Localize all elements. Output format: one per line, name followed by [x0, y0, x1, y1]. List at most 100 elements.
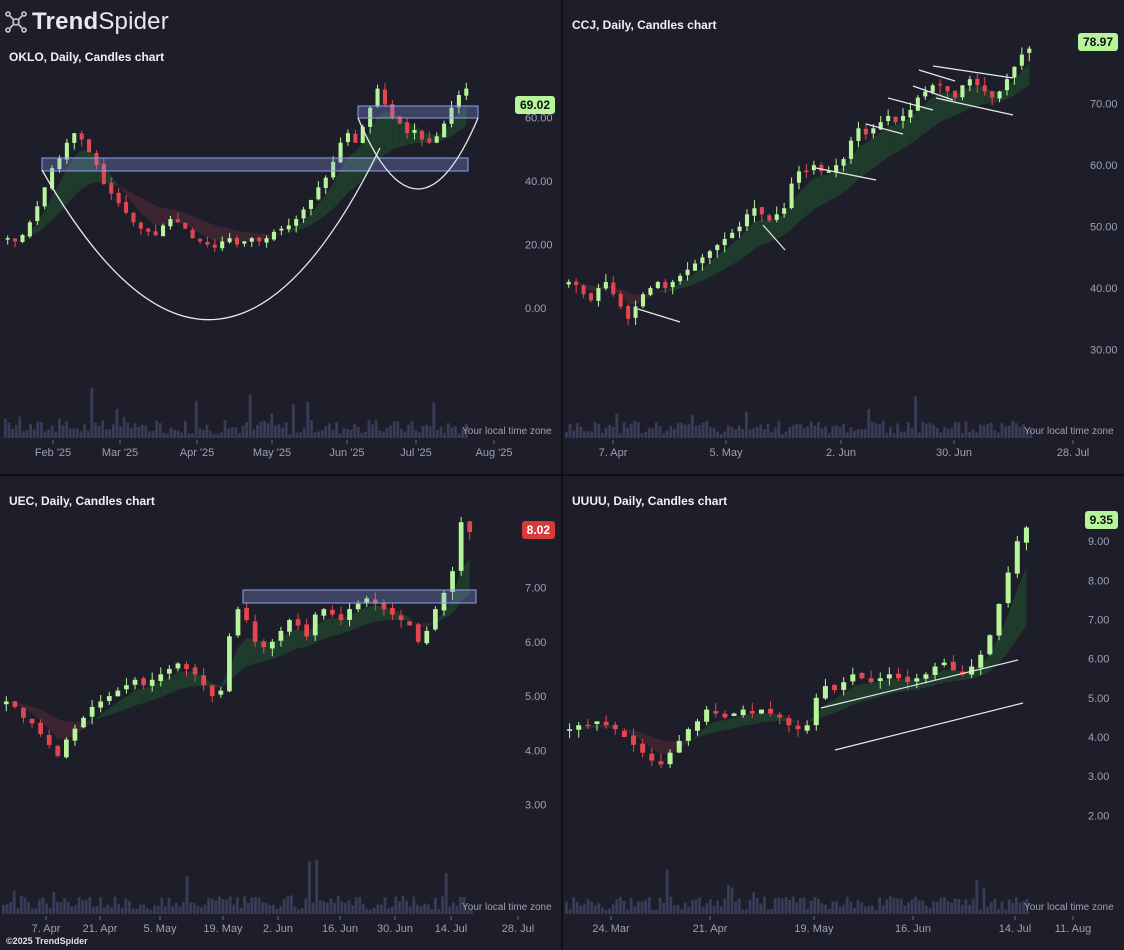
cloud-segment: [739, 229, 747, 261]
candle: [456, 90, 461, 114]
candle: [316, 181, 321, 201]
candle: [905, 669, 911, 690]
cloud-segment: [1014, 71, 1022, 96]
volume-bar: [856, 899, 860, 914]
candle: [132, 677, 138, 690]
candle-body: [381, 603, 387, 610]
candle: [323, 175, 328, 194]
cloud-segment: [323, 618, 333, 639]
x-tick-label: Jul '25: [400, 447, 431, 459]
volume-bar: [374, 420, 378, 438]
x-tick-label: 7. Apr: [599, 447, 628, 459]
volume-bar: [737, 898, 741, 914]
volume-bar: [881, 905, 885, 914]
volume-bar: [282, 899, 286, 914]
volume-bar: [318, 900, 322, 914]
volume-bar: [687, 907, 691, 914]
volume-bar: [791, 424, 795, 438]
volume-bar: [425, 424, 428, 438]
volume-bar: [784, 897, 788, 914]
volume-bar: [192, 902, 196, 914]
volume-bar: [640, 433, 644, 438]
cloud-segment: [776, 214, 785, 239]
flag-line: [815, 167, 877, 181]
timezone-note[interactable]: Your local time zone: [462, 426, 552, 437]
cloud-segment: [49, 713, 58, 739]
chart-panel-ccj[interactable]: CCJ, Daily, Candles chart 70.00 60.00 50.00…: [563, 0, 1124, 474]
volume-bar: [239, 907, 243, 914]
volume-bar: [597, 424, 601, 438]
volume-bar: [185, 876, 189, 914]
candle: [987, 634, 993, 656]
volume-bar: [795, 902, 799, 914]
volume-bar: [450, 427, 454, 438]
candle-body: [38, 722, 43, 735]
candle: [856, 121, 861, 148]
volume-bar: [565, 901, 568, 914]
timezone-note[interactable]: Your local time zone: [1024, 426, 1114, 437]
volume-bar: [432, 402, 436, 438]
candle-body: [759, 207, 764, 215]
trend-cloud: [6, 557, 470, 739]
cloud-segment: [910, 110, 918, 144]
candle-body: [81, 717, 86, 728]
candle-body: [871, 128, 876, 134]
candle-body: [29, 718, 35, 724]
volume-bar: [416, 904, 419, 914]
volume-bar: [288, 433, 292, 438]
candle: [244, 602, 249, 623]
chart-panel-oklo[interactable]: OKLO, Daily, Candles chart 60.00 40.00 20.0…: [0, 0, 561, 474]
last-price-badge: 8.02: [521, 521, 555, 539]
candle: [737, 221, 742, 238]
candle: [1012, 66, 1017, 85]
candle-body: [782, 208, 787, 214]
candle: [146, 227, 151, 237]
volume-bar: [113, 896, 117, 914]
volume-bar: [22, 431, 25, 438]
candle: [450, 566, 455, 600]
volume-bar: [683, 424, 687, 438]
candle: [294, 215, 299, 233]
volume-bar: [669, 896, 673, 914]
volume-bar: [716, 900, 719, 914]
volume-bar: [781, 898, 784, 914]
volume-bar: [914, 896, 917, 914]
candle-body: [257, 237, 262, 242]
flag-line: [865, 123, 904, 135]
candle: [64, 138, 69, 164]
candle-body: [574, 281, 579, 286]
candle: [982, 77, 987, 96]
candle: [355, 600, 361, 612]
cloud-segment: [761, 219, 770, 245]
candle: [55, 744, 61, 758]
candle: [841, 156, 846, 172]
candle-body: [323, 177, 328, 188]
volume-bar: [266, 423, 270, 438]
cloud-segment: [969, 86, 978, 109]
cloud-segment: [200, 219, 208, 238]
cloud-segment: [672, 283, 681, 291]
volume-bar: [655, 909, 658, 914]
candle: [611, 276, 616, 297]
chart-panel-uuuu[interactable]: UUUU, Daily, Candles chart 9.00 8.00 7.00 6.…: [563, 476, 1124, 950]
volume-bar: [910, 428, 914, 438]
timezone-note[interactable]: Your local time zone: [462, 902, 552, 913]
volume-bar: [284, 422, 288, 438]
candle-body: [98, 701, 104, 708]
volume-bar: [619, 896, 622, 914]
timezone-note[interactable]: Your local time zone: [1024, 902, 1114, 913]
chart-panel-uec[interactable]: UEC, Daily, Candles chart 7.00 6.00 5.00 4.0…: [0, 476, 561, 950]
volume-bar: [313, 432, 317, 438]
volume-bar: [626, 427, 629, 438]
y-tick-label: 8.00: [1088, 575, 1109, 587]
copyright-text: ©2025 TrendSpider: [6, 936, 88, 946]
volume-bar: [1022, 424, 1025, 438]
candle: [967, 75, 972, 92]
volume-bar: [252, 428, 256, 438]
candle-body: [295, 619, 301, 626]
volume-bar: [637, 422, 640, 438]
candle: [603, 274, 608, 291]
volume-bar: [773, 427, 777, 438]
candle: [938, 79, 943, 94]
volume-bar: [408, 906, 412, 914]
